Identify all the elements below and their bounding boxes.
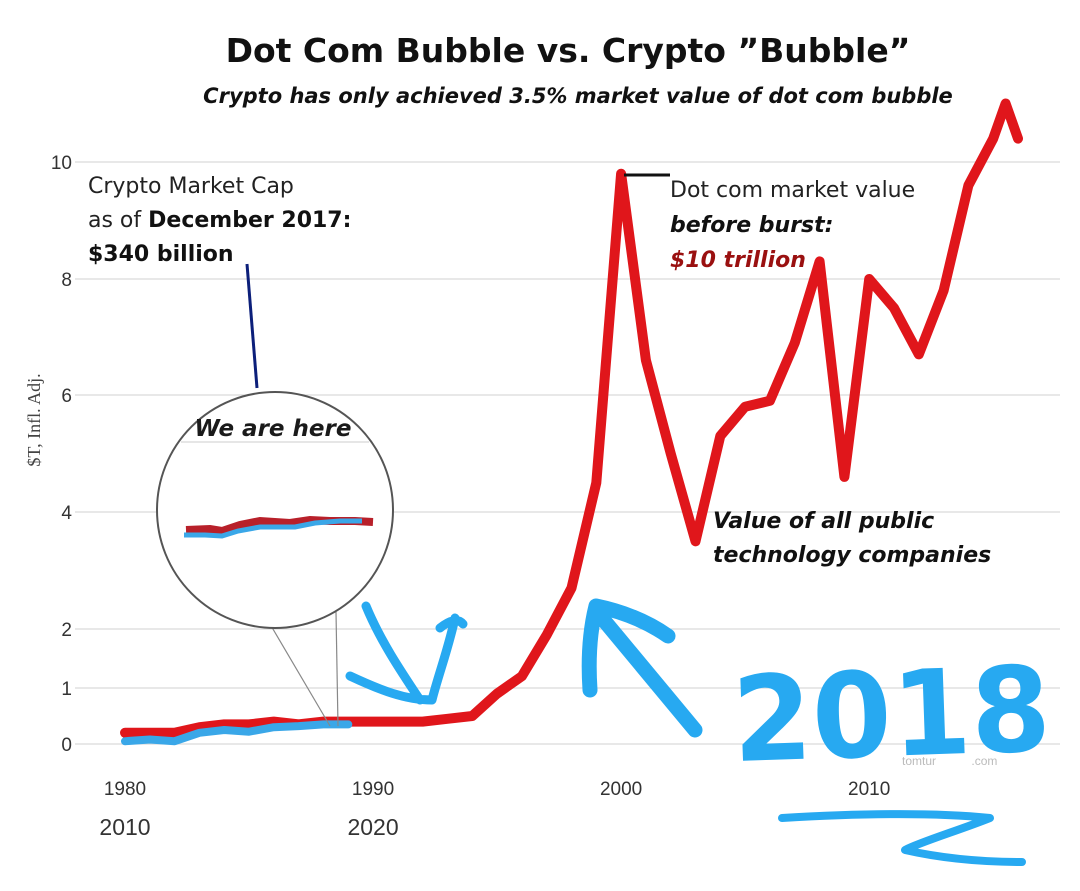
- zoom-circle: [156, 391, 394, 629]
- series-line-crypto: [121, 720, 353, 746]
- y-axis-ticks: 0 1 2 4 6 8 10: [51, 153, 73, 756]
- crypto-annotation-prefix: as of: [88, 208, 148, 233]
- zoom-inset: We are here: [156, 391, 394, 629]
- x-tick-label: 2000: [600, 779, 642, 800]
- watermark-end: .com: [971, 754, 997, 768]
- x-tick-label: 2010: [848, 779, 890, 800]
- peak-annotation-line1: Dot com market value: [670, 178, 915, 203]
- zoom-connector-right: [335, 611, 339, 727]
- chart-title: Dot Com Bubble vs. Crypto ”Bubble”: [226, 31, 911, 70]
- hand-underline: [778, 810, 1026, 866]
- y-tick-label: 4: [61, 503, 72, 524]
- peak-annotation-line2: before burst:: [670, 213, 833, 238]
- x-tick-label: 1980: [104, 779, 146, 800]
- zoom-line-crypto: [184, 518, 362, 539]
- zoom-label: We are here: [195, 416, 352, 442]
- handwritten-overlay: 2018: [345, 598, 1053, 866]
- series-line-tech: [120, 98, 1023, 738]
- x-tick-label-secondary: 2020: [347, 814, 398, 840]
- hand-up-arrow: [581, 598, 703, 738]
- crypto-annotation-line2: as of December 2017:: [88, 208, 351, 233]
- x-axis-ticks: 1980 1990 2000 2010 2010 2020: [99, 779, 890, 840]
- x-tick-label-secondary: 2010: [99, 814, 150, 840]
- y-tick-label: 10: [51, 153, 72, 174]
- x-tick-label: 1990: [352, 779, 394, 800]
- watermark-start: tomtur: [902, 754, 936, 768]
- series-annotation-line1: Value of all public: [713, 509, 934, 534]
- crypto-annotation-value: $340 billion: [88, 242, 234, 267]
- y-tick-label: 6: [61, 386, 72, 407]
- y-tick-label: 0: [61, 735, 72, 756]
- zoom-connector-left: [269, 623, 331, 727]
- series-annotation-line2: technology companies: [713, 543, 991, 568]
- crypto-annotation-line1: Crypto Market Cap: [88, 174, 294, 199]
- watermark: tomtur .com: [902, 754, 997, 768]
- crypto-pointer-line: [245, 263, 259, 389]
- y-tick-label: 1: [61, 679, 72, 700]
- hand-check-arrow: [345, 601, 468, 705]
- y-tick-label: 8: [61, 270, 72, 291]
- y-axis-label: $T, Infl. Adj.: [24, 373, 44, 466]
- hand-year-2018: 2018: [730, 640, 1053, 789]
- peak-annotation-value: $10 trillion: [670, 248, 806, 273]
- chart-subtitle: Crypto has only achieved 3.5% market val…: [203, 84, 953, 108]
- crypto-annotation-date: December 2017:: [148, 208, 351, 233]
- y-tick-label: 2: [61, 620, 72, 641]
